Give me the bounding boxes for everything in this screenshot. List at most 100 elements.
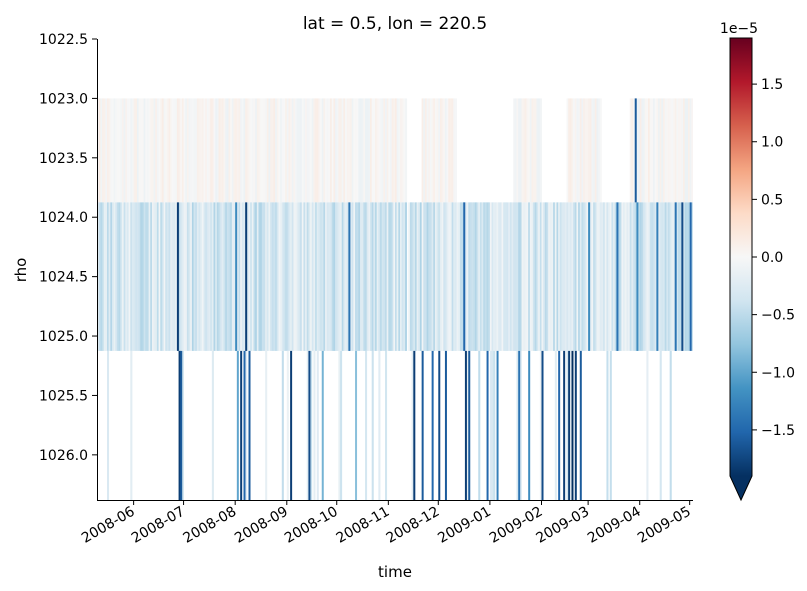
heatmap-cell (551, 202, 554, 351)
heatmap-cell (125, 98, 128, 203)
colorbar-extend-min (730, 476, 752, 500)
heatmap-cell (288, 98, 291, 203)
heatmap-cell (566, 350, 569, 500)
heatmap-cell (516, 350, 519, 500)
heatmap-cell (303, 202, 306, 351)
heatmap-cell (594, 202, 597, 351)
colorbar-scale-label: 1e−5 (720, 21, 758, 37)
heatmap-cell (579, 202, 582, 351)
heatmap-cell (599, 202, 602, 351)
heatmap-cell (373, 98, 376, 203)
heatmap-cell (161, 98, 164, 203)
heatmap-cell (534, 202, 537, 351)
heatmap-cell (261, 98, 264, 203)
heatmap-cell (681, 98, 684, 203)
heatmap-cell (130, 350, 133, 500)
heatmap-cell (513, 202, 516, 351)
heatmap-cell (391, 98, 394, 203)
heatmap-event-cell (438, 350, 441, 500)
heatmap-cell (253, 98, 256, 203)
heatmap-cell (280, 98, 283, 203)
heatmap-cell (409, 202, 413, 351)
heatmap-cell (285, 202, 288, 351)
heatmap-cell (529, 202, 532, 351)
y-tick-label: 1022.5 (39, 32, 88, 48)
heatmap-cell (296, 202, 299, 351)
heatmap-cell (509, 202, 512, 351)
heatmap-cell (205, 202, 208, 351)
heatmap-cell (436, 202, 439, 351)
heatmap-cell (383, 202, 386, 351)
heatmap-cell (170, 98, 173, 203)
heatmap-cell (365, 98, 368, 203)
heatmap-cell (466, 202, 469, 351)
heatmap-cell (533, 202, 536, 351)
heatmap-cell (584, 202, 587, 351)
heatmap-cell (195, 98, 198, 203)
heatmap-cell (436, 98, 439, 203)
heatmap-cell (291, 98, 294, 203)
plot-axes (97, 39, 693, 501)
heatmap-cell (554, 202, 557, 351)
heatmap-cell (276, 202, 279, 351)
heatmap-cell (361, 202, 364, 351)
heatmap-cell (604, 202, 607, 351)
heatmap-cell (606, 202, 609, 351)
heatmap-cell (265, 98, 268, 203)
heatmap-cell (386, 202, 389, 351)
heatmap-cell (191, 98, 194, 203)
heatmap-cell (155, 202, 158, 351)
heatmap-cell (185, 202, 188, 351)
heatmap-cell (293, 98, 296, 203)
heatmap-cell (471, 202, 474, 351)
heatmap-event-cell (571, 350, 574, 500)
heatmap-cell (273, 202, 276, 351)
heatmap-cell (223, 202, 226, 351)
heatmap-cell (183, 98, 186, 203)
heatmap-cell (574, 202, 577, 351)
heatmap-cell (601, 202, 604, 351)
heatmap-cell (541, 202, 544, 351)
heatmap-cell (305, 98, 308, 203)
heatmap-cell (586, 98, 589, 203)
heatmap-cell (594, 98, 597, 203)
heatmap-cell (301, 202, 304, 351)
heatmap-cell (679, 98, 682, 203)
heatmap-event-cell (240, 350, 243, 500)
colorbar-tick-label: −1.5 (761, 423, 795, 439)
heatmap-cell (678, 202, 681, 351)
heatmap-cell (243, 202, 246, 351)
heatmap-cell (486, 202, 489, 351)
heatmap-cell (333, 98, 336, 203)
heatmap-cell (100, 202, 103, 351)
heatmap-cell (524, 98, 527, 203)
heatmap-cell (220, 202, 223, 351)
heatmap-cell (246, 202, 249, 351)
heatmap-cell (118, 98, 121, 203)
heatmap-cell (571, 202, 574, 351)
heatmap-cell (433, 98, 436, 203)
heatmap-cell (268, 98, 271, 203)
heatmap-event-cell (245, 202, 248, 351)
colorbar-tick-label: −0.5 (761, 308, 795, 324)
heatmap-cell (358, 202, 361, 351)
heatmap-cell (614, 202, 617, 351)
heatmap-cell (223, 98, 226, 203)
x-ticks: 2008-062008-072008-082008-092008-102008-… (79, 500, 694, 547)
heatmap-cell (348, 98, 351, 203)
heatmap-cell (521, 202, 524, 351)
heatmap-cell (516, 202, 519, 351)
heatmap-cell (654, 98, 657, 203)
x-tick-label: 2009-03 (533, 504, 592, 547)
x-axis-label: time (378, 563, 412, 581)
heatmap-cell (636, 98, 639, 203)
heatmap-cell (230, 98, 233, 203)
heatmap-cell (375, 98, 378, 203)
heatmap-cell (649, 202, 652, 351)
heatmap-cell (345, 98, 348, 203)
heatmap-cell (466, 350, 469, 500)
heatmap-cell (631, 98, 634, 203)
heatmap-cell (196, 202, 199, 351)
heatmap-cell (248, 98, 251, 203)
